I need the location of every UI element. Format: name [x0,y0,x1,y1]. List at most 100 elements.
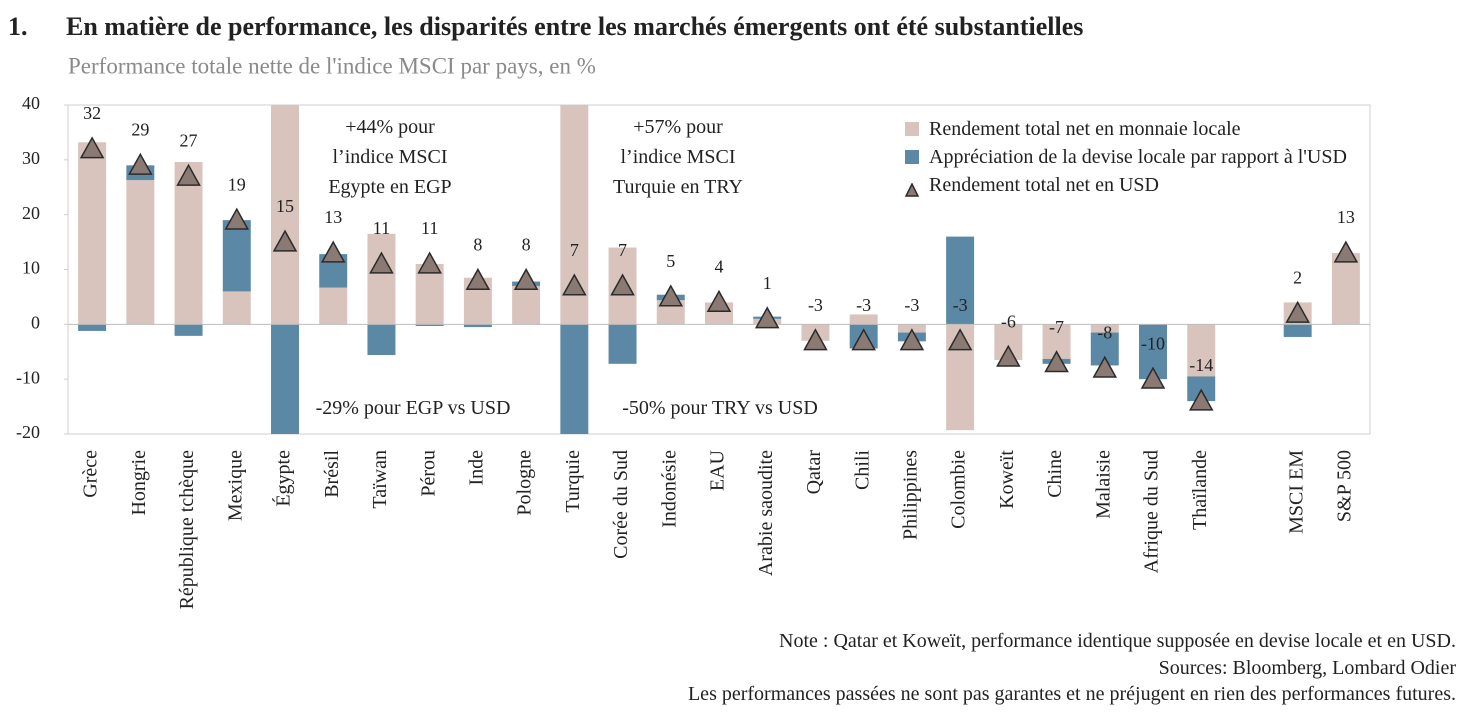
x-tick-label: MSCI EM [1285,450,1307,534]
data-label: 13 [324,207,342,227]
marker [1285,300,1310,323]
x-tick-label: Corée du Sud [610,450,632,559]
bar [849,314,878,325]
x-tick-label: Inde [465,450,487,486]
x-tick-label: Turquie [562,450,584,513]
data-label: 27 [180,130,198,150]
annotation-line: -29% pour EGP vs USD [315,397,511,419]
bar [222,291,251,325]
bars [78,105,1360,434]
chart-number: 1. [8,12,28,41]
bar [319,287,348,325]
marker [176,163,201,186]
marker [899,328,925,351]
note: Sources: Bloomberg, Lombard Odier [1158,656,1456,679]
marker [1333,240,1359,263]
bar [222,220,251,292]
bar [463,324,492,328]
x-tick-label: S&P 500 [1333,450,1355,522]
marker [1044,350,1069,373]
legend: Rendement total net en monnaie locale App… [904,116,1360,200]
x-tick-label: Malaisie [1092,450,1114,519]
note: Les performances passées ne sont pas gar… [687,683,1456,705]
annotation-line: l’indice MSCI [332,146,448,168]
bar [946,236,975,325]
legend-entry: Rendement total net en USD [904,172,1360,198]
marker [224,207,250,230]
annotation: -29% pour EGP vs USD [316,393,511,423]
data-label: 29 [131,119,149,139]
marker [706,289,732,312]
bar [1331,253,1360,325]
marker [320,240,346,263]
bar [1283,324,1312,337]
bar [271,105,299,325]
data-label: 19 [228,174,246,194]
data-label: -10 [1141,333,1165,353]
x-tick-label: Arabie saoudite [755,450,777,576]
marker [1188,388,1214,411]
marker [754,306,780,329]
legend-entry: Appréciation de la devise locale par rap… [905,144,1360,170]
y-tick-label: 20 [22,203,40,223]
marker [417,251,442,274]
bar [174,324,203,336]
marker [128,152,153,175]
marker [658,284,684,307]
y-tick-label: 30 [22,148,40,168]
x-tick-label: EAU [707,449,729,491]
x-tick-label: Grèce [80,450,102,498]
x-tick-label: Chili [851,450,873,490]
data-label: -7 [1049,317,1064,337]
bar [560,324,589,434]
data-label: 11 [373,218,390,238]
marker [610,273,635,296]
data-label: 2 [1293,267,1302,287]
data-label: -14 [1189,355,1213,375]
marker [947,328,973,351]
x-tick-label: Philippines [899,450,921,540]
x-tick-label: Pérou [417,450,439,497]
data-label: -3 [808,295,823,315]
bar [512,285,541,325]
x-tick-label: République tchèque [176,450,198,610]
x-tick-label: Pologne [514,450,536,516]
chart-title: En matière de performance, les disparité… [66,12,1083,41]
annotation-line: +44% pour [345,116,435,138]
marker [513,267,539,291]
bar [1187,324,1216,377]
legend-swatch [905,150,919,164]
marker [851,328,876,351]
annotation-line: Turquie en TRY [612,176,744,198]
x-tick-label: Mexique [224,450,246,521]
x-tick-label: Afrique du Sud [1141,450,1163,573]
x-tick-label: Indonésie [658,450,680,528]
data-label: -3 [953,295,968,315]
x-tick-label: Qatar [803,450,825,495]
x-tick-label: Thaïlande [1189,450,1211,530]
data-label: 8 [522,235,531,255]
bar [367,233,396,325]
marker [803,328,828,351]
annotation-line: Egypte en EGP [328,176,452,198]
marker [1092,355,1118,378]
bar [271,324,299,434]
y-tick-label: -10 [16,367,40,387]
annotation-line: +57% pour [633,116,723,138]
y-tick-label: 10 [22,258,40,278]
bar [415,324,444,326]
marker [369,251,394,274]
data-label: 5 [666,251,675,271]
annotation: +57% pour l’indice MSCI Turquie en TRY [613,112,743,202]
x-tick-label: Chine [1044,450,1066,498]
bar [608,324,637,364]
legend-swatch [904,178,920,197]
y-tick-label: 0 [31,312,40,332]
bar [415,264,444,325]
marker [996,344,1021,367]
x-tick-label: Égypte [272,450,295,507]
x-tick-label: Hongrie [128,450,150,516]
data-label: -3 [856,295,871,315]
data-label: 32 [83,103,101,123]
